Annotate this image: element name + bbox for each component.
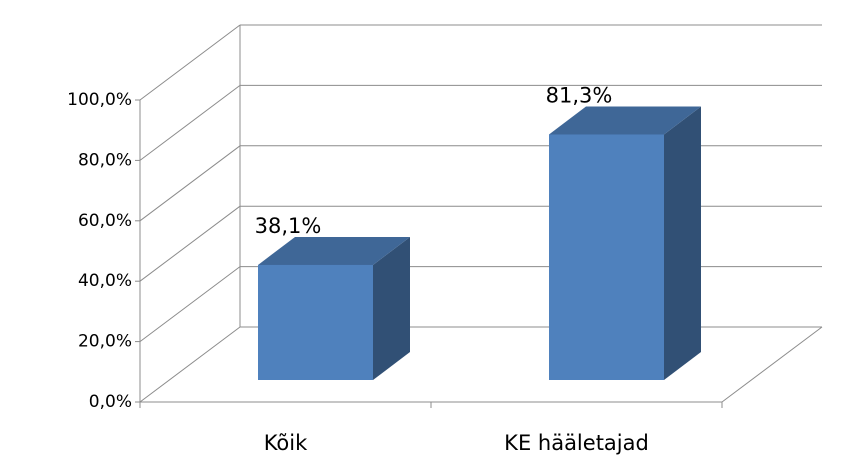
x-tick-label: KE hääletajad: [504, 431, 649, 455]
floor-edge: [721, 326, 823, 403]
bar: [549, 134, 664, 380]
grid-line: [139, 24, 241, 101]
bar-top: [258, 236, 410, 265]
grid-line: [139, 326, 241, 403]
grid-line: [139, 145, 241, 222]
grid-line: [139, 266, 241, 343]
x-tick-label: Kõik: [264, 431, 308, 455]
bar-side: [373, 236, 410, 380]
y-tick-label: 60,0%: [78, 211, 132, 231]
bar-side: [664, 106, 701, 380]
y-tick-label: 100,0%: [67, 90, 132, 110]
bar-top: [549, 106, 701, 135]
y-tick-label: 20,0%: [78, 332, 132, 352]
y-tick-label: 40,0%: [78, 271, 132, 291]
y-tick-label: 80,0%: [78, 150, 132, 170]
bar: [258, 264, 373, 380]
value-label: 81,3%: [546, 83, 613, 107]
grid-line: [139, 85, 241, 161]
y-tick-label: 0,0%: [89, 392, 132, 412]
value-label: 38,1%: [255, 214, 322, 238]
grid-line: [139, 205, 241, 282]
